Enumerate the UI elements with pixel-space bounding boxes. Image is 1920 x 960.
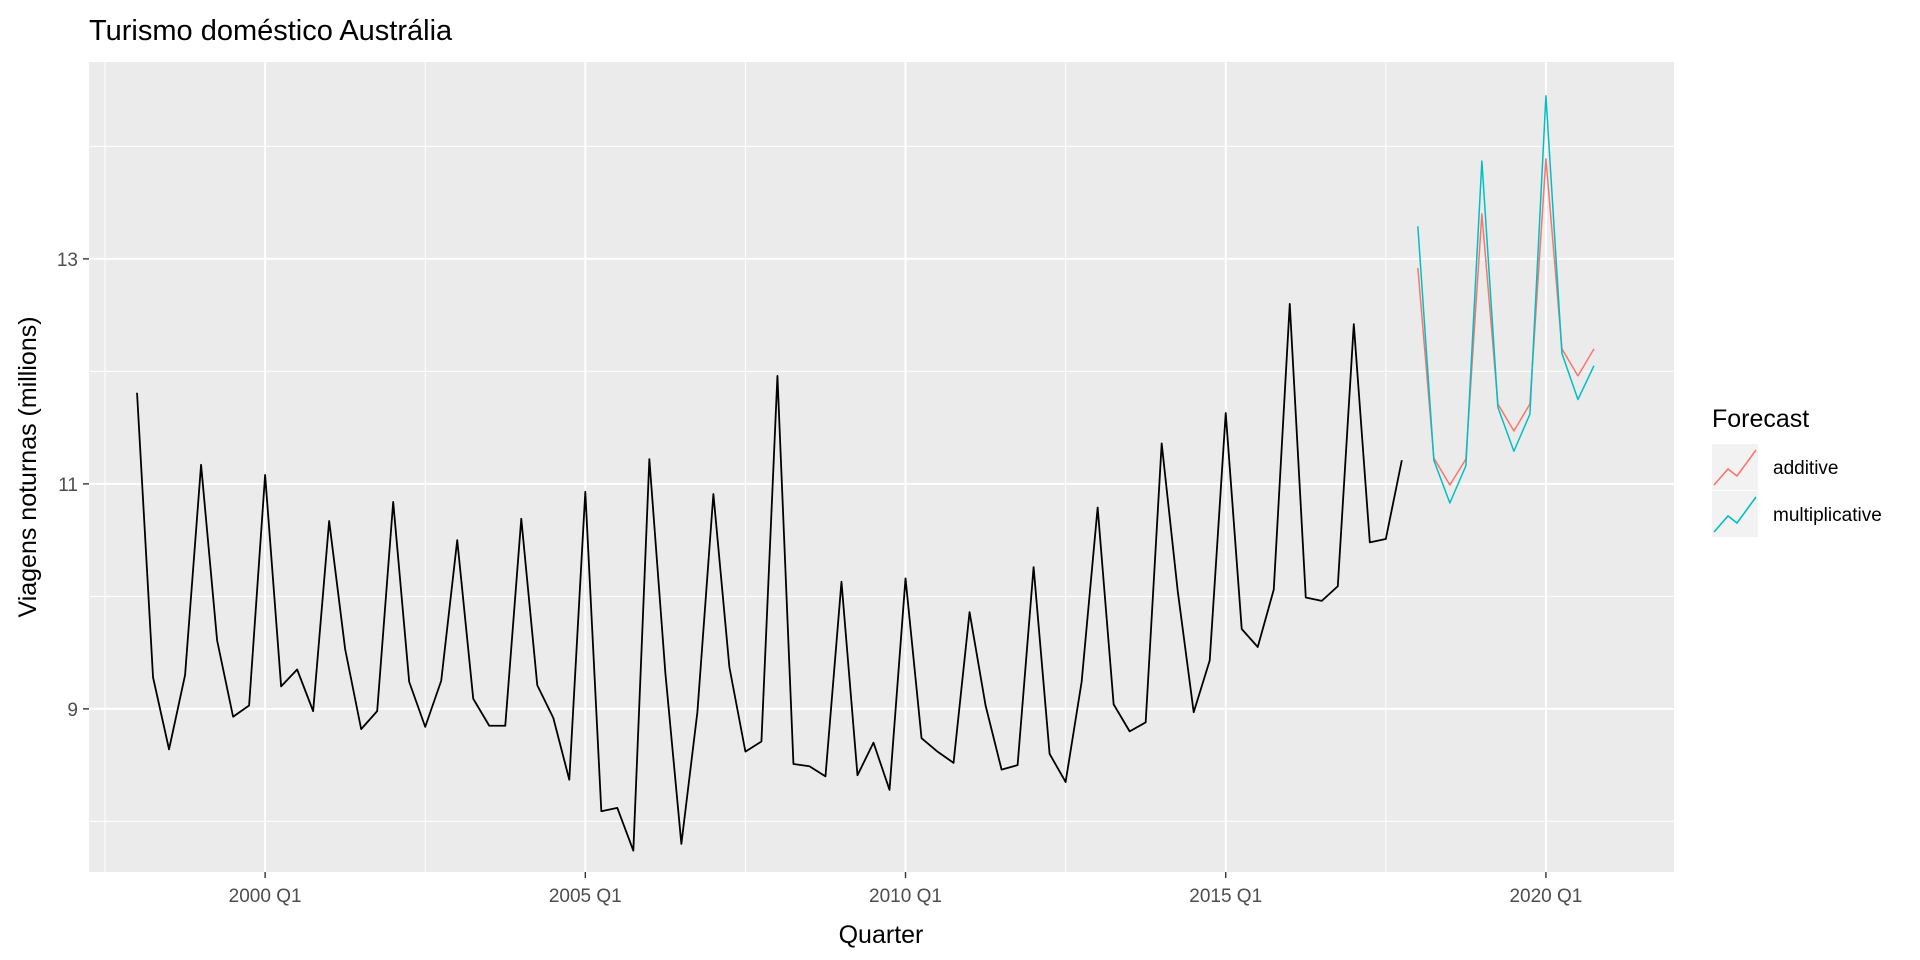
- y-tick-label: 11: [58, 475, 78, 496]
- x-tick-label: 2005 Q1: [549, 886, 622, 907]
- x-tick-label: 2000 Q1: [229, 886, 302, 907]
- legend-title: Forecast: [1712, 405, 1809, 433]
- y-axis-title: Viagens noturnas (millions): [14, 316, 42, 617]
- major-gridlines: [89, 62, 1674, 872]
- series-lines: [136, 95, 1595, 852]
- chart-title: Turismo doméstico Austrália: [89, 15, 453, 47]
- legend: Forecast additive multiplicative: [1712, 405, 1882, 537]
- y-axis: 9 11 13: [57, 250, 89, 721]
- x-tick-label: 2010 Q1: [869, 886, 942, 907]
- legend-key-multiplicative: [1712, 491, 1758, 537]
- legend-key-line-multiplicative: [1713, 496, 1757, 533]
- series-line-additive: [1417, 158, 1595, 486]
- x-tick-label: 2020 Q1: [1509, 886, 1582, 907]
- legend-key-line-additive: [1713, 449, 1757, 486]
- plot-panel: [89, 62, 1674, 872]
- x-axis: 2000 Q1 2005 Q1 2010 Q1 2015 Q1 2020 Q1: [229, 872, 1582, 907]
- legend-label-additive: additive: [1773, 458, 1839, 479]
- series-line-multiplicative: [1417, 95, 1595, 504]
- x-axis-title: Quarter: [839, 921, 924, 949]
- legend-key-additive: [1712, 444, 1758, 490]
- x-tick-label: 2015 Q1: [1189, 886, 1262, 907]
- y-tick-label: 13: [57, 250, 78, 271]
- series-line-history: [136, 302, 1403, 852]
- minor-gridlines: [89, 62, 1674, 872]
- legend-label-multiplicative: multiplicative: [1773, 505, 1882, 526]
- y-tick-label: 9: [67, 700, 78, 721]
